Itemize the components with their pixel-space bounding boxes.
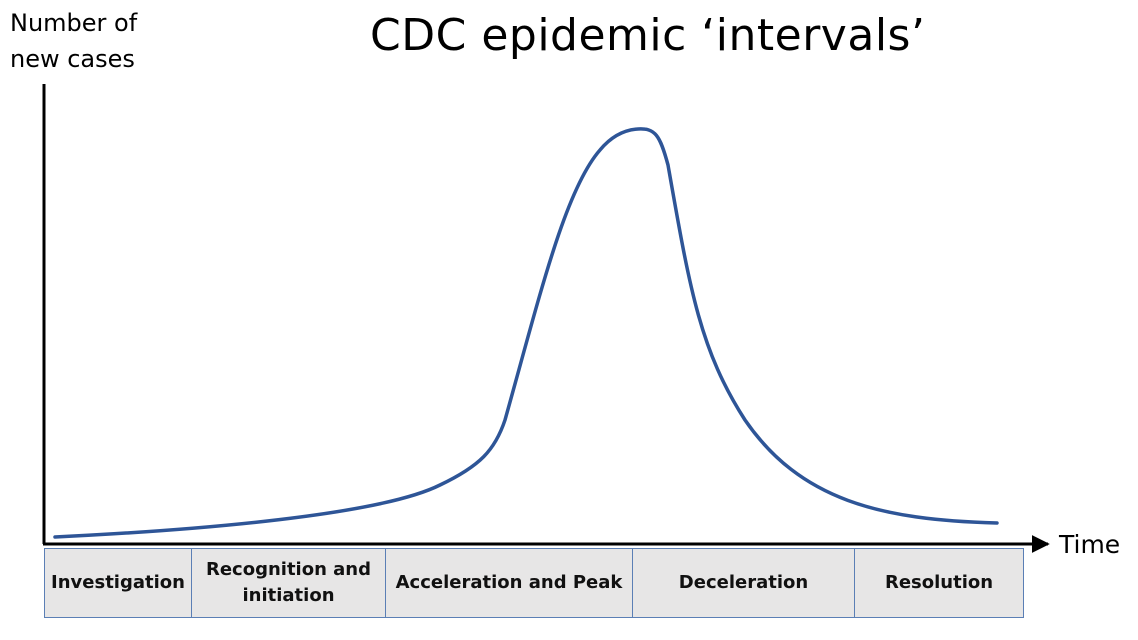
phase-deceleration: Deceleration [631,548,856,618]
phase-resolution: Resolution [854,548,1024,618]
phase-investigation: Investigation [44,548,192,618]
epidemic-curve [53,127,999,539]
page-title: CDC epidemic ‘intervals’ [370,10,926,61]
phase-recognition-and-initiation: Recognition and initiation [190,548,387,618]
x-axis-label: Time [1059,530,1121,559]
phase-bar: Investigation Recognition and initiation… [44,548,1024,618]
y-axis-label: Number of new cases [10,9,138,73]
phase-acceleration-and-peak: Acceleration and Peak [385,548,633,618]
